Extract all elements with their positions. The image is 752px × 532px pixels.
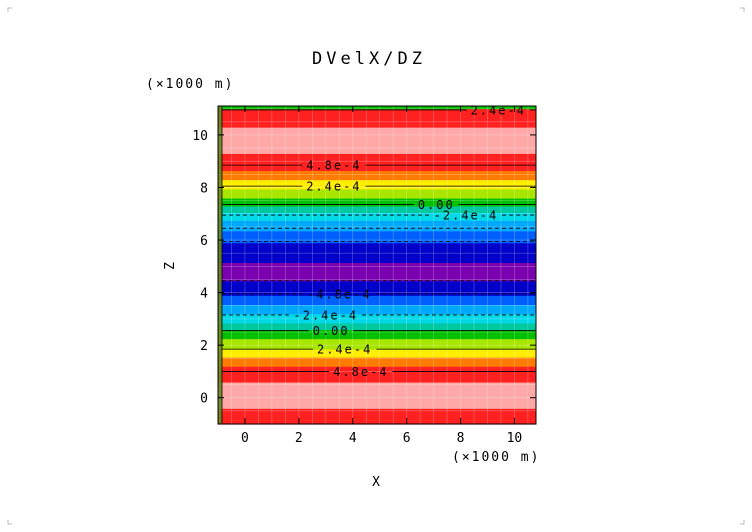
- x-tick-label-4: 4: [349, 431, 357, 446]
- color-band-10: [218, 295, 536, 306]
- color-band-20: [218, 179, 536, 190]
- contour-label-8: -4.8e-4: [307, 287, 372, 301]
- contour-label-2: 2.4e-4: [306, 180, 361, 194]
- contour-label-10: 0.00: [313, 324, 350, 338]
- color-band-22: [218, 153, 536, 171]
- y-axis-label: Z: [163, 262, 178, 270]
- x-tick-label-2: 2: [295, 431, 303, 446]
- y-tick-label-10: 10: [192, 129, 208, 144]
- color-band-7: [218, 322, 536, 330]
- color-band-0: [218, 408, 536, 425]
- color-band-23: [218, 127, 536, 154]
- boundary-strip: [218, 106, 223, 424]
- contour-label-9: -2.4e-4: [294, 308, 359, 322]
- color-band-3: [218, 356, 536, 367]
- contour-label-3: 0.00: [418, 198, 455, 212]
- contour-label-0: 2.4e-4: [471, 103, 526, 117]
- x-unit-label: (×1000 m): [452, 450, 540, 465]
- plot-frame: [217, 105, 537, 425]
- color-band-14: [218, 230, 536, 244]
- color-band-6: [218, 329, 536, 340]
- color-band-15: [218, 220, 536, 232]
- axis-ticks: 0 2 4 6 8 10 0 2 4 6 8 10: [192, 106, 536, 446]
- color-band-9: [218, 304, 536, 315]
- contour-label-1: 4.8e-4: [306, 159, 361, 173]
- y-tick-label-2: 2: [200, 339, 208, 354]
- color-band-11: [218, 280, 536, 296]
- x-tick-label-6: 6: [403, 431, 411, 446]
- color-band-16: [218, 212, 536, 221]
- y-unit-label: (×1000 m): [146, 77, 234, 92]
- x-tick-label-0: 0: [241, 431, 249, 446]
- color-band-19: [218, 188, 536, 199]
- contour-lines: 2.4e-44.8e-42.4e-40.00-2.4e-4-4.8e-4-2.4…: [222, 103, 536, 379]
- contour-label-4: -2.4e-4: [434, 209, 499, 223]
- color-band-1: [218, 381, 536, 409]
- color-band-2: [218, 366, 536, 383]
- color-band-17: [218, 205, 536, 214]
- x-tick-label-10: 10: [507, 431, 523, 446]
- color-band-5: [218, 338, 536, 350]
- chart-title: DVelX/DZ: [312, 49, 426, 69]
- color-band-25: [218, 106, 536, 110]
- boundary-strip-fill: [218, 106, 222, 424]
- color-band-4: [218, 349, 536, 358]
- contour-label-12: 4.8e-4: [333, 365, 388, 379]
- contour-label-11: 2.4e-4: [317, 343, 372, 357]
- color-band-13: [218, 242, 536, 263]
- color-band-8: [218, 313, 536, 324]
- crop-marks: [7, 7, 745, 525]
- color-band-12: [218, 262, 536, 282]
- y-tick-label-4: 4: [200, 287, 208, 302]
- x-tick-label-8: 8: [457, 431, 465, 446]
- color-band-21: [218, 170, 536, 181]
- y-tick-label-0: 0: [200, 392, 208, 407]
- color-bands: [218, 106, 536, 425]
- x-axis-label: X: [372, 475, 380, 490]
- color-band-18: [218, 197, 536, 207]
- color-band-24: [218, 108, 536, 128]
- y-tick-label-8: 8: [200, 181, 208, 196]
- y-tick-label-6: 6: [200, 234, 208, 249]
